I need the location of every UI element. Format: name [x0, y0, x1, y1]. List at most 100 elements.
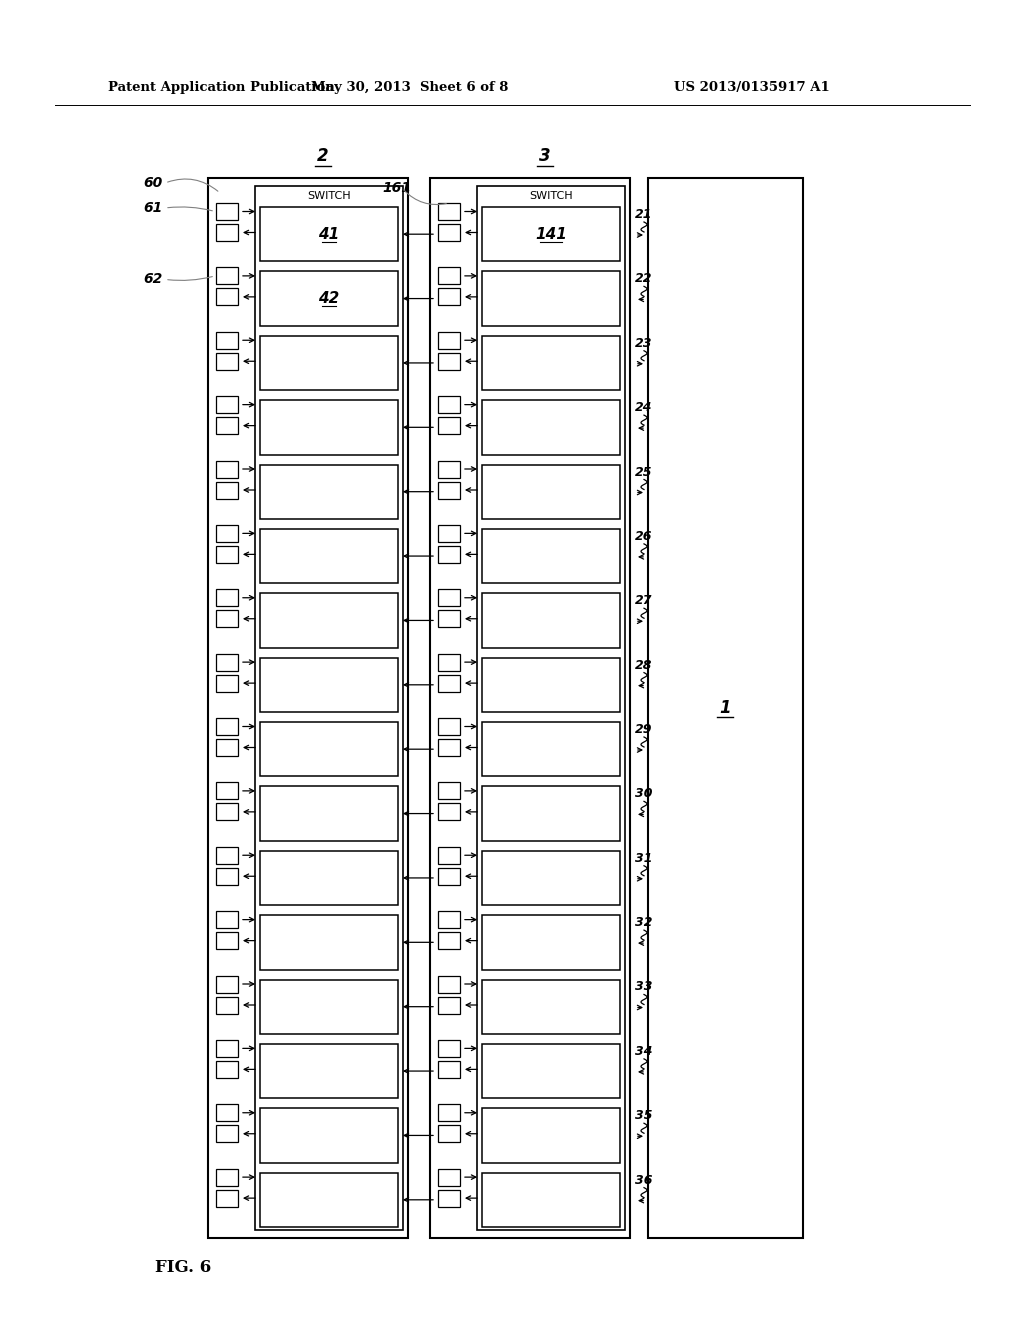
Bar [216, 1061, 238, 1078]
Bar [216, 224, 238, 242]
Bar [438, 396, 460, 413]
Bar [438, 589, 460, 606]
Bar [260, 400, 398, 454]
Bar [216, 482, 238, 499]
Bar [260, 207, 398, 261]
Text: SWITCH: SWITCH [307, 191, 351, 201]
Bar [482, 529, 620, 583]
Text: 32: 32 [635, 916, 652, 929]
Bar [216, 610, 238, 627]
Bar [438, 268, 460, 284]
Bar [438, 288, 460, 305]
Bar [216, 1189, 238, 1206]
Bar [438, 932, 460, 949]
Bar [482, 1172, 620, 1228]
Bar [216, 268, 238, 284]
Text: 23: 23 [635, 337, 652, 350]
Bar [260, 1044, 398, 1098]
Text: 26: 26 [635, 529, 652, 543]
Bar [260, 979, 398, 1034]
Text: 31: 31 [635, 851, 652, 865]
Bar [216, 804, 238, 820]
Text: 161: 161 [382, 181, 411, 195]
Bar [216, 396, 238, 413]
Bar [438, 203, 460, 220]
Bar [438, 1125, 460, 1142]
Bar [438, 783, 460, 800]
Text: 34: 34 [635, 1045, 652, 1057]
Bar [438, 653, 460, 671]
Text: US 2013/0135917 A1: US 2013/0135917 A1 [674, 82, 830, 95]
Bar [477, 186, 625, 1230]
Bar [438, 1061, 460, 1078]
Text: Patent Application Publication: Patent Application Publication [108, 82, 335, 95]
Text: SWITCH: SWITCH [529, 191, 572, 201]
Bar [438, 675, 460, 692]
Bar [216, 1040, 238, 1057]
Bar [260, 593, 398, 648]
Bar [260, 787, 398, 841]
Bar [216, 932, 238, 949]
Bar [438, 224, 460, 242]
Text: May 30, 2013  Sheet 6 of 8: May 30, 2013 Sheet 6 of 8 [311, 82, 509, 95]
Text: 41: 41 [318, 227, 340, 242]
Bar [216, 718, 238, 735]
Bar [482, 1044, 620, 1098]
Bar [216, 589, 238, 606]
Bar [260, 465, 398, 519]
Text: 25: 25 [635, 466, 652, 479]
Bar [438, 975, 460, 993]
Bar [216, 546, 238, 562]
Bar [216, 739, 238, 756]
Bar [260, 722, 398, 776]
Text: 36: 36 [635, 1173, 652, 1187]
Bar [438, 739, 460, 756]
Text: 60: 60 [143, 176, 162, 190]
Bar [438, 525, 460, 543]
Bar [438, 846, 460, 863]
Bar [438, 482, 460, 499]
Bar [438, 352, 460, 370]
Text: 62: 62 [143, 272, 162, 286]
Text: 1: 1 [719, 700, 731, 717]
Bar [438, 1040, 460, 1057]
Bar [438, 1189, 460, 1206]
Bar [438, 461, 460, 478]
Bar [216, 1105, 238, 1121]
Text: 21: 21 [635, 209, 652, 220]
Bar [482, 465, 620, 519]
Bar [208, 178, 408, 1238]
Bar [260, 335, 398, 391]
Bar [482, 722, 620, 776]
Bar [216, 975, 238, 993]
Bar [438, 417, 460, 434]
Bar [216, 288, 238, 305]
Bar [438, 1168, 460, 1185]
Text: 35: 35 [635, 1109, 652, 1122]
Bar [438, 718, 460, 735]
Bar [260, 1172, 398, 1228]
Bar [216, 1168, 238, 1185]
Bar [260, 1109, 398, 1163]
Bar [438, 610, 460, 627]
Text: 3: 3 [540, 147, 551, 165]
Text: 29: 29 [635, 723, 652, 737]
Bar [482, 335, 620, 391]
Bar [438, 546, 460, 562]
Bar [438, 1105, 460, 1121]
Bar [260, 529, 398, 583]
Bar [216, 1125, 238, 1142]
Bar [216, 525, 238, 543]
Bar [216, 997, 238, 1014]
Bar [260, 657, 398, 711]
Bar [430, 178, 630, 1238]
Bar [648, 178, 803, 1238]
Text: 61: 61 [143, 201, 162, 215]
Bar [482, 272, 620, 326]
Bar [216, 653, 238, 671]
Text: 24: 24 [635, 401, 652, 414]
Text: 30: 30 [635, 787, 652, 800]
Bar [482, 787, 620, 841]
Bar [438, 804, 460, 820]
Text: 28: 28 [635, 659, 652, 672]
